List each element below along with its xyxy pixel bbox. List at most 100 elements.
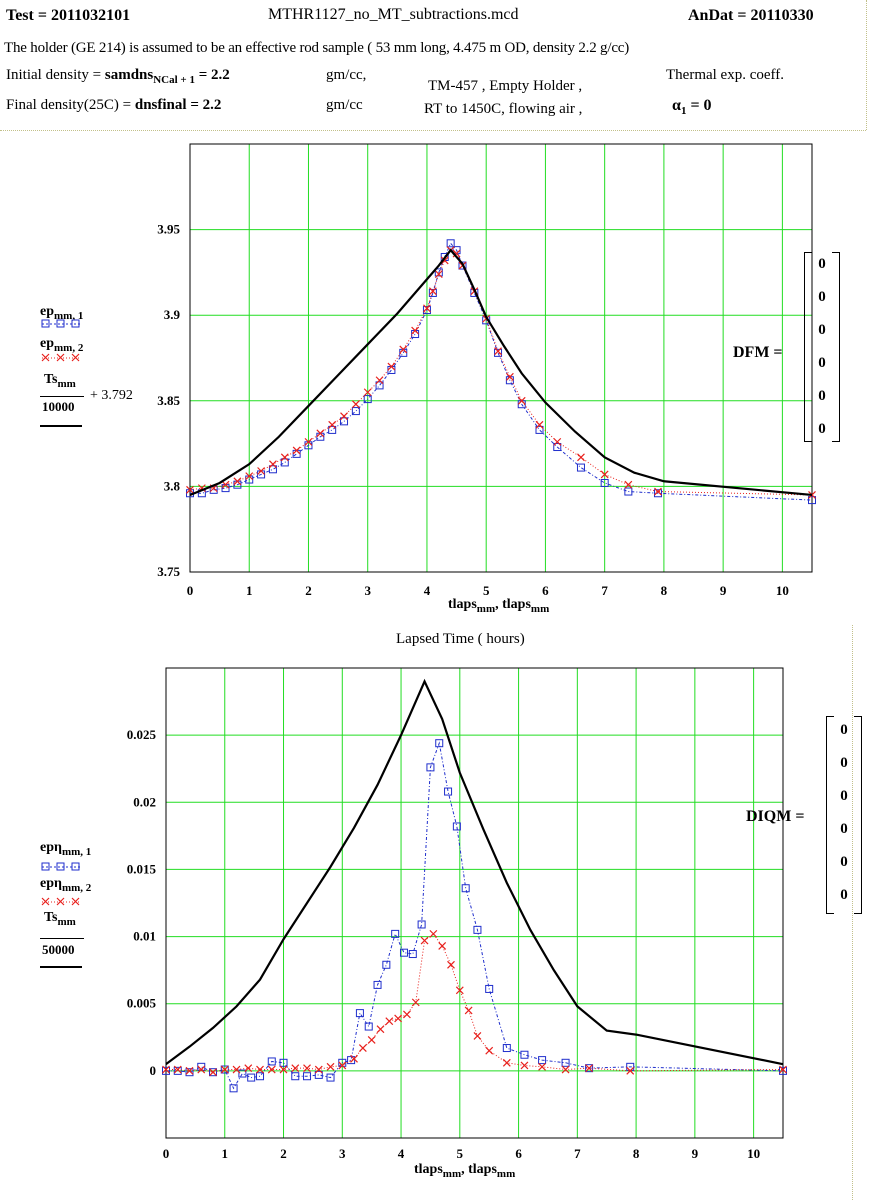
legend-1-series-2-swatch	[41, 353, 80, 362]
chart-1-point-x	[269, 460, 277, 469]
chart-1-point-x	[186, 485, 194, 494]
alpha-sub: 1	[680, 105, 687, 117]
chart-2-x-tick-label: 1	[222, 1146, 229, 1161]
chart-2-point-x	[585, 1064, 594, 1073]
chart-2-point-x	[267, 1065, 276, 1074]
region-divider	[866, 0, 867, 130]
chart-2-point-square	[291, 1072, 300, 1081]
chart-1-point-x	[328, 420, 337, 429]
chart-1-point-square	[494, 348, 503, 357]
chart-2-point-x	[291, 1064, 300, 1073]
dfm-cell: 0	[818, 256, 826, 272]
chart-1-point-square	[576, 463, 585, 472]
chart-1-x-tick-label: 6	[542, 583, 549, 598]
chart-2-point-x	[314, 1065, 323, 1074]
chart-2-point-square	[473, 925, 482, 934]
chart-2-point-x	[473, 1032, 482, 1040]
chart-1-point-x	[375, 376, 384, 385]
chart-1-x-tick-label: 0	[187, 583, 194, 598]
chart-2-series-s3-line	[165, 678, 784, 1066]
chart-2-point-x	[429, 929, 438, 938]
chart-2-x-tick-label: 3	[339, 1146, 346, 1161]
chart-1-point-x	[316, 429, 325, 438]
chart-2-point-x	[358, 1044, 367, 1052]
chart-2-frame	[165, 667, 784, 1139]
diqm-cell: 0	[840, 788, 848, 804]
chart-2-point-x	[197, 1065, 206, 1074]
chart-1-point-square	[328, 425, 337, 434]
chart-1-y-tick-label: 3.8	[164, 478, 181, 493]
chart-2-point-x	[220, 1065, 229, 1074]
chart-2-y-tick-label: 0.025	[127, 727, 157, 742]
tm-line-1: TM-457 , Empty Holder ,	[428, 78, 583, 94]
chart-1-point-square	[600, 478, 609, 487]
chart-2-y-tick-label: 0.005	[127, 996, 157, 1011]
legend-1-s2-var: ep	[40, 336, 54, 351]
chart-1-point-x	[600, 470, 609, 479]
chart-1-point-square	[458, 261, 467, 270]
matrix-bracket-left	[804, 252, 812, 442]
chart-2-point-x	[367, 1036, 376, 1044]
legend-1-s3-var: Ts	[44, 372, 58, 387]
chart-2: 0 1 2 3 4 5 6 7 8 9 10 0 0.005 0.01 0.015 0.02 0.025	[127, 667, 787, 1161]
chart-2-point-square	[399, 948, 408, 957]
xlabel-sub: mm	[442, 1168, 462, 1180]
chart-1-x-tick-label: 5	[483, 583, 490, 598]
chart-1-point-square	[292, 449, 301, 458]
legend-1-s1-var: ep	[40, 304, 54, 319]
legend-1-s2-sub: mm, 2	[54, 342, 84, 354]
initial-density-var: samdns	[104, 67, 154, 83]
chart-1-point-x	[257, 467, 266, 475]
legend-1-series-3-den: 10000	[42, 399, 75, 414]
chart-2-point-x	[464, 1006, 473, 1015]
chart-2-point-square	[444, 787, 453, 796]
xlabel-sub-2: mm	[530, 603, 550, 615]
xlabel-var-2: , tlaps	[461, 1162, 497, 1177]
chart-2-point-x	[394, 1014, 403, 1023]
legend-2-series-3-swatch	[40, 966, 82, 968]
chart-2-point-x	[485, 1046, 494, 1055]
chart-1-y-tick-label: 3.95	[157, 222, 180, 237]
chart-2-point-square	[303, 1072, 312, 1081]
diqm-cell: 0	[840, 755, 848, 771]
chart-2-point-x	[411, 998, 420, 1007]
final-density-label: Final density(25C) =	[6, 97, 135, 113]
chart-1-y-tick-label: 3.85	[157, 393, 180, 408]
chart-1-point-square	[434, 268, 443, 277]
legend-2-s1-sub: mm, 1	[61, 846, 92, 858]
final-density-value: dnsfinal = 2.2	[134, 97, 222, 113]
chart-2-point-square	[229, 1084, 238, 1093]
chart-2-series-s2-line	[166, 933, 784, 1073]
chart-1-point-square	[446, 239, 455, 248]
region-divider	[0, 130, 866, 131]
file-name: MTHR1127_no_MT_subtractions.mcd	[268, 6, 519, 23]
chart-2-point-x	[538, 1062, 547, 1071]
chart-2-point-x	[438, 942, 447, 950]
chart-1-point-x	[387, 362, 396, 371]
chart-2-point-square	[391, 929, 400, 938]
chart-1-point-square	[653, 489, 662, 498]
chart-2-point-x	[350, 1054, 358, 1063]
chart-2-series-s1-line	[166, 741, 784, 1090]
chart-1-point-x	[363, 388, 372, 397]
thermal-label: Thermal exp. coeff.	[666, 67, 785, 83]
chart-1-point-square	[363, 395, 372, 404]
initial-density-sub: NCal + 1	[153, 74, 195, 86]
diqm-cell: 0	[840, 854, 848, 870]
dfm-matrix: 0 0 0 0 0 0	[804, 252, 840, 442]
chart-2-point-x	[162, 1065, 170, 1074]
chart-2-point-x	[455, 986, 464, 995]
chart-2-y-tick-label: 0.02	[133, 794, 156, 809]
chart-1-x-tick-label: 2	[305, 583, 312, 598]
legend-2-series-1-swatch	[41, 862, 80, 871]
dfm-cell: 0	[818, 388, 826, 404]
legend-1-series-3-num: Tsmm	[44, 372, 76, 390]
initial-density-unit: gm/cc,	[326, 67, 367, 83]
chart-1-y-tick-label: 3.9	[164, 307, 181, 322]
chart-2-x-tick-label: 0	[163, 1146, 170, 1161]
chart-1-point-x	[233, 477, 242, 486]
chart-2-point-square	[373, 980, 382, 989]
chart-2-point-square	[355, 1009, 364, 1018]
chart-1-point-x	[654, 487, 662, 496]
